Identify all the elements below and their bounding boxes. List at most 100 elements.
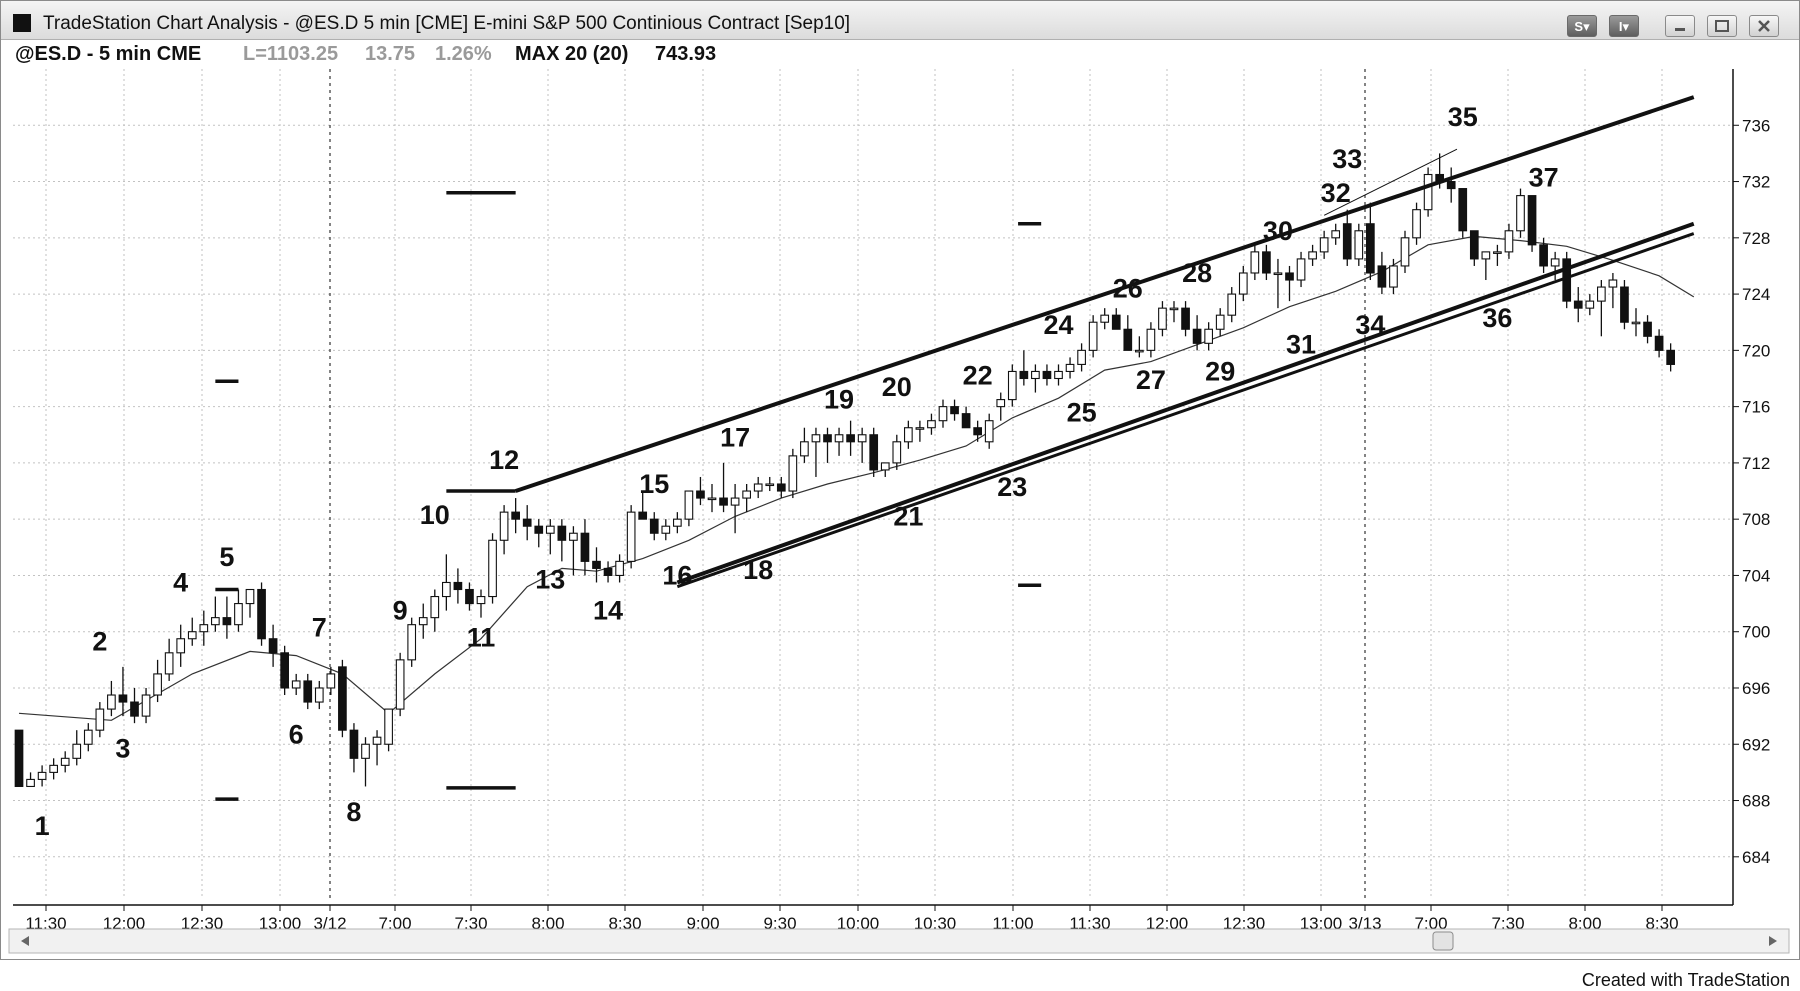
- candle-body: [153, 673, 162, 696]
- x-tick-label: 8:30: [1645, 914, 1678, 933]
- candle-body: [1042, 370, 1052, 380]
- minimize-icon: [1675, 28, 1685, 31]
- trend-line: [676, 221, 1695, 585]
- candle-body: [534, 525, 544, 534]
- bar-label: 3: [115, 733, 130, 763]
- candle-body: [1481, 251, 1491, 260]
- x-tick-label: 11:30: [1069, 914, 1110, 933]
- footer-credit: Created with TradeStation: [1581, 970, 1790, 990]
- candle-body: [26, 778, 35, 788]
- x-tick-label: 8:30: [608, 914, 641, 933]
- candle-body: [37, 771, 47, 780]
- candle-body: [1227, 293, 1237, 316]
- candle-body: [349, 729, 359, 759]
- candle-body: [950, 406, 959, 415]
- candle-body: [973, 427, 982, 436]
- bar-label: 25: [1067, 397, 1097, 427]
- candle-body: [176, 638, 186, 654]
- candle-body: [361, 743, 370, 759]
- minimize-button[interactable]: [1665, 15, 1695, 37]
- bar-label: 4: [173, 567, 188, 597]
- bar-label: 17: [720, 423, 750, 453]
- scroll-right-icon[interactable]: [1769, 936, 1777, 946]
- bar-label: 10: [420, 500, 450, 530]
- candle-body: [1088, 321, 1098, 351]
- bar-label: 9: [393, 596, 408, 626]
- candle-body: [661, 525, 671, 534]
- scrollbar-thumb[interactable]: [1432, 931, 1454, 951]
- candle-body: [407, 624, 417, 661]
- trend-channel: [515, 95, 1695, 589]
- candle-body: [1412, 209, 1421, 239]
- candle-body: [1654, 335, 1664, 351]
- candle-body: [672, 518, 682, 527]
- candle-body: [1135, 349, 1144, 353]
- candle-body: [961, 413, 971, 429]
- horizontal-scrollbar[interactable]: [8, 928, 1790, 954]
- candle-body: [684, 490, 694, 520]
- restore-button[interactable]: [1707, 15, 1737, 37]
- candle-body: [118, 694, 128, 703]
- bar-label: 23: [997, 472, 1027, 502]
- candle-body: [257, 588, 266, 640]
- candle-body: [1077, 349, 1086, 365]
- symbol-menu-button[interactable]: S▾: [1567, 15, 1597, 37]
- candle-body: [338, 666, 347, 731]
- y-tick-label: 688: [1742, 792, 1770, 811]
- trend-line: [676, 232, 1695, 589]
- candle-body: [869, 434, 879, 471]
- x-tick-label: 8:00: [531, 914, 564, 933]
- info-menu-button[interactable]: I▾: [1609, 15, 1639, 37]
- bar-label: 34: [1355, 310, 1385, 340]
- window-title: TradeStation Chart Analysis - @ES.D 5 mi…: [43, 13, 851, 34]
- y-tick-label: 720: [1742, 341, 1770, 360]
- candle-body: [580, 532, 590, 562]
- candle-body: [846, 434, 855, 443]
- candle-body: [465, 588, 474, 605]
- candle-body: [1597, 286, 1606, 302]
- candle-body: [1400, 237, 1410, 267]
- y-tick-label: 724: [1742, 285, 1770, 304]
- bar-label: 32: [1321, 178, 1351, 208]
- candle-body: [1123, 328, 1133, 351]
- bar-label: 35: [1448, 102, 1478, 132]
- scroll-left-icon[interactable]: [21, 936, 29, 946]
- candle-body: [1620, 286, 1629, 323]
- candle-body: [418, 617, 428, 626]
- x-tick-label: 13:00: [259, 914, 302, 933]
- x-tick-label: 12:30: [181, 914, 224, 933]
- candle-body: [164, 652, 174, 675]
- candle-body: [1331, 230, 1341, 239]
- app-icon: [13, 14, 31, 32]
- bar-label: 26: [1113, 273, 1143, 303]
- bar-label: 15: [639, 469, 669, 499]
- bar-label: 19: [824, 385, 854, 415]
- candle-body: [1458, 188, 1468, 232]
- bar-label: 13: [535, 565, 565, 595]
- y-tick-label: 684: [1742, 848, 1770, 867]
- x-tick-label: 13:00: [1300, 914, 1343, 933]
- candle-body: [326, 673, 336, 689]
- candle-body: [800, 441, 809, 457]
- candle-body: [187, 631, 197, 640]
- x-tick-label: 9:30: [763, 914, 796, 933]
- close-button[interactable]: [1749, 15, 1779, 37]
- x-tick-label: 3/13: [1348, 914, 1381, 933]
- candle-body: [938, 406, 948, 422]
- candle-body: [927, 420, 936, 429]
- x-tick-label: 10:30: [914, 914, 957, 933]
- candle-body: [1539, 244, 1548, 267]
- candle-body: [776, 483, 786, 492]
- net-change: 13.75: [365, 43, 415, 65]
- bar-label: 11: [467, 622, 496, 652]
- x-tick-label: 7:30: [454, 914, 487, 933]
- bar-label: 24: [1043, 310, 1073, 340]
- candle-body: [742, 490, 751, 499]
- candle-body: [1631, 321, 1641, 325]
- candle-body: [996, 399, 1006, 408]
- candle-body: [1181, 307, 1190, 330]
- candle-body: [1423, 173, 1433, 211]
- candle-body: [915, 427, 925, 430]
- candle-body: [83, 729, 93, 745]
